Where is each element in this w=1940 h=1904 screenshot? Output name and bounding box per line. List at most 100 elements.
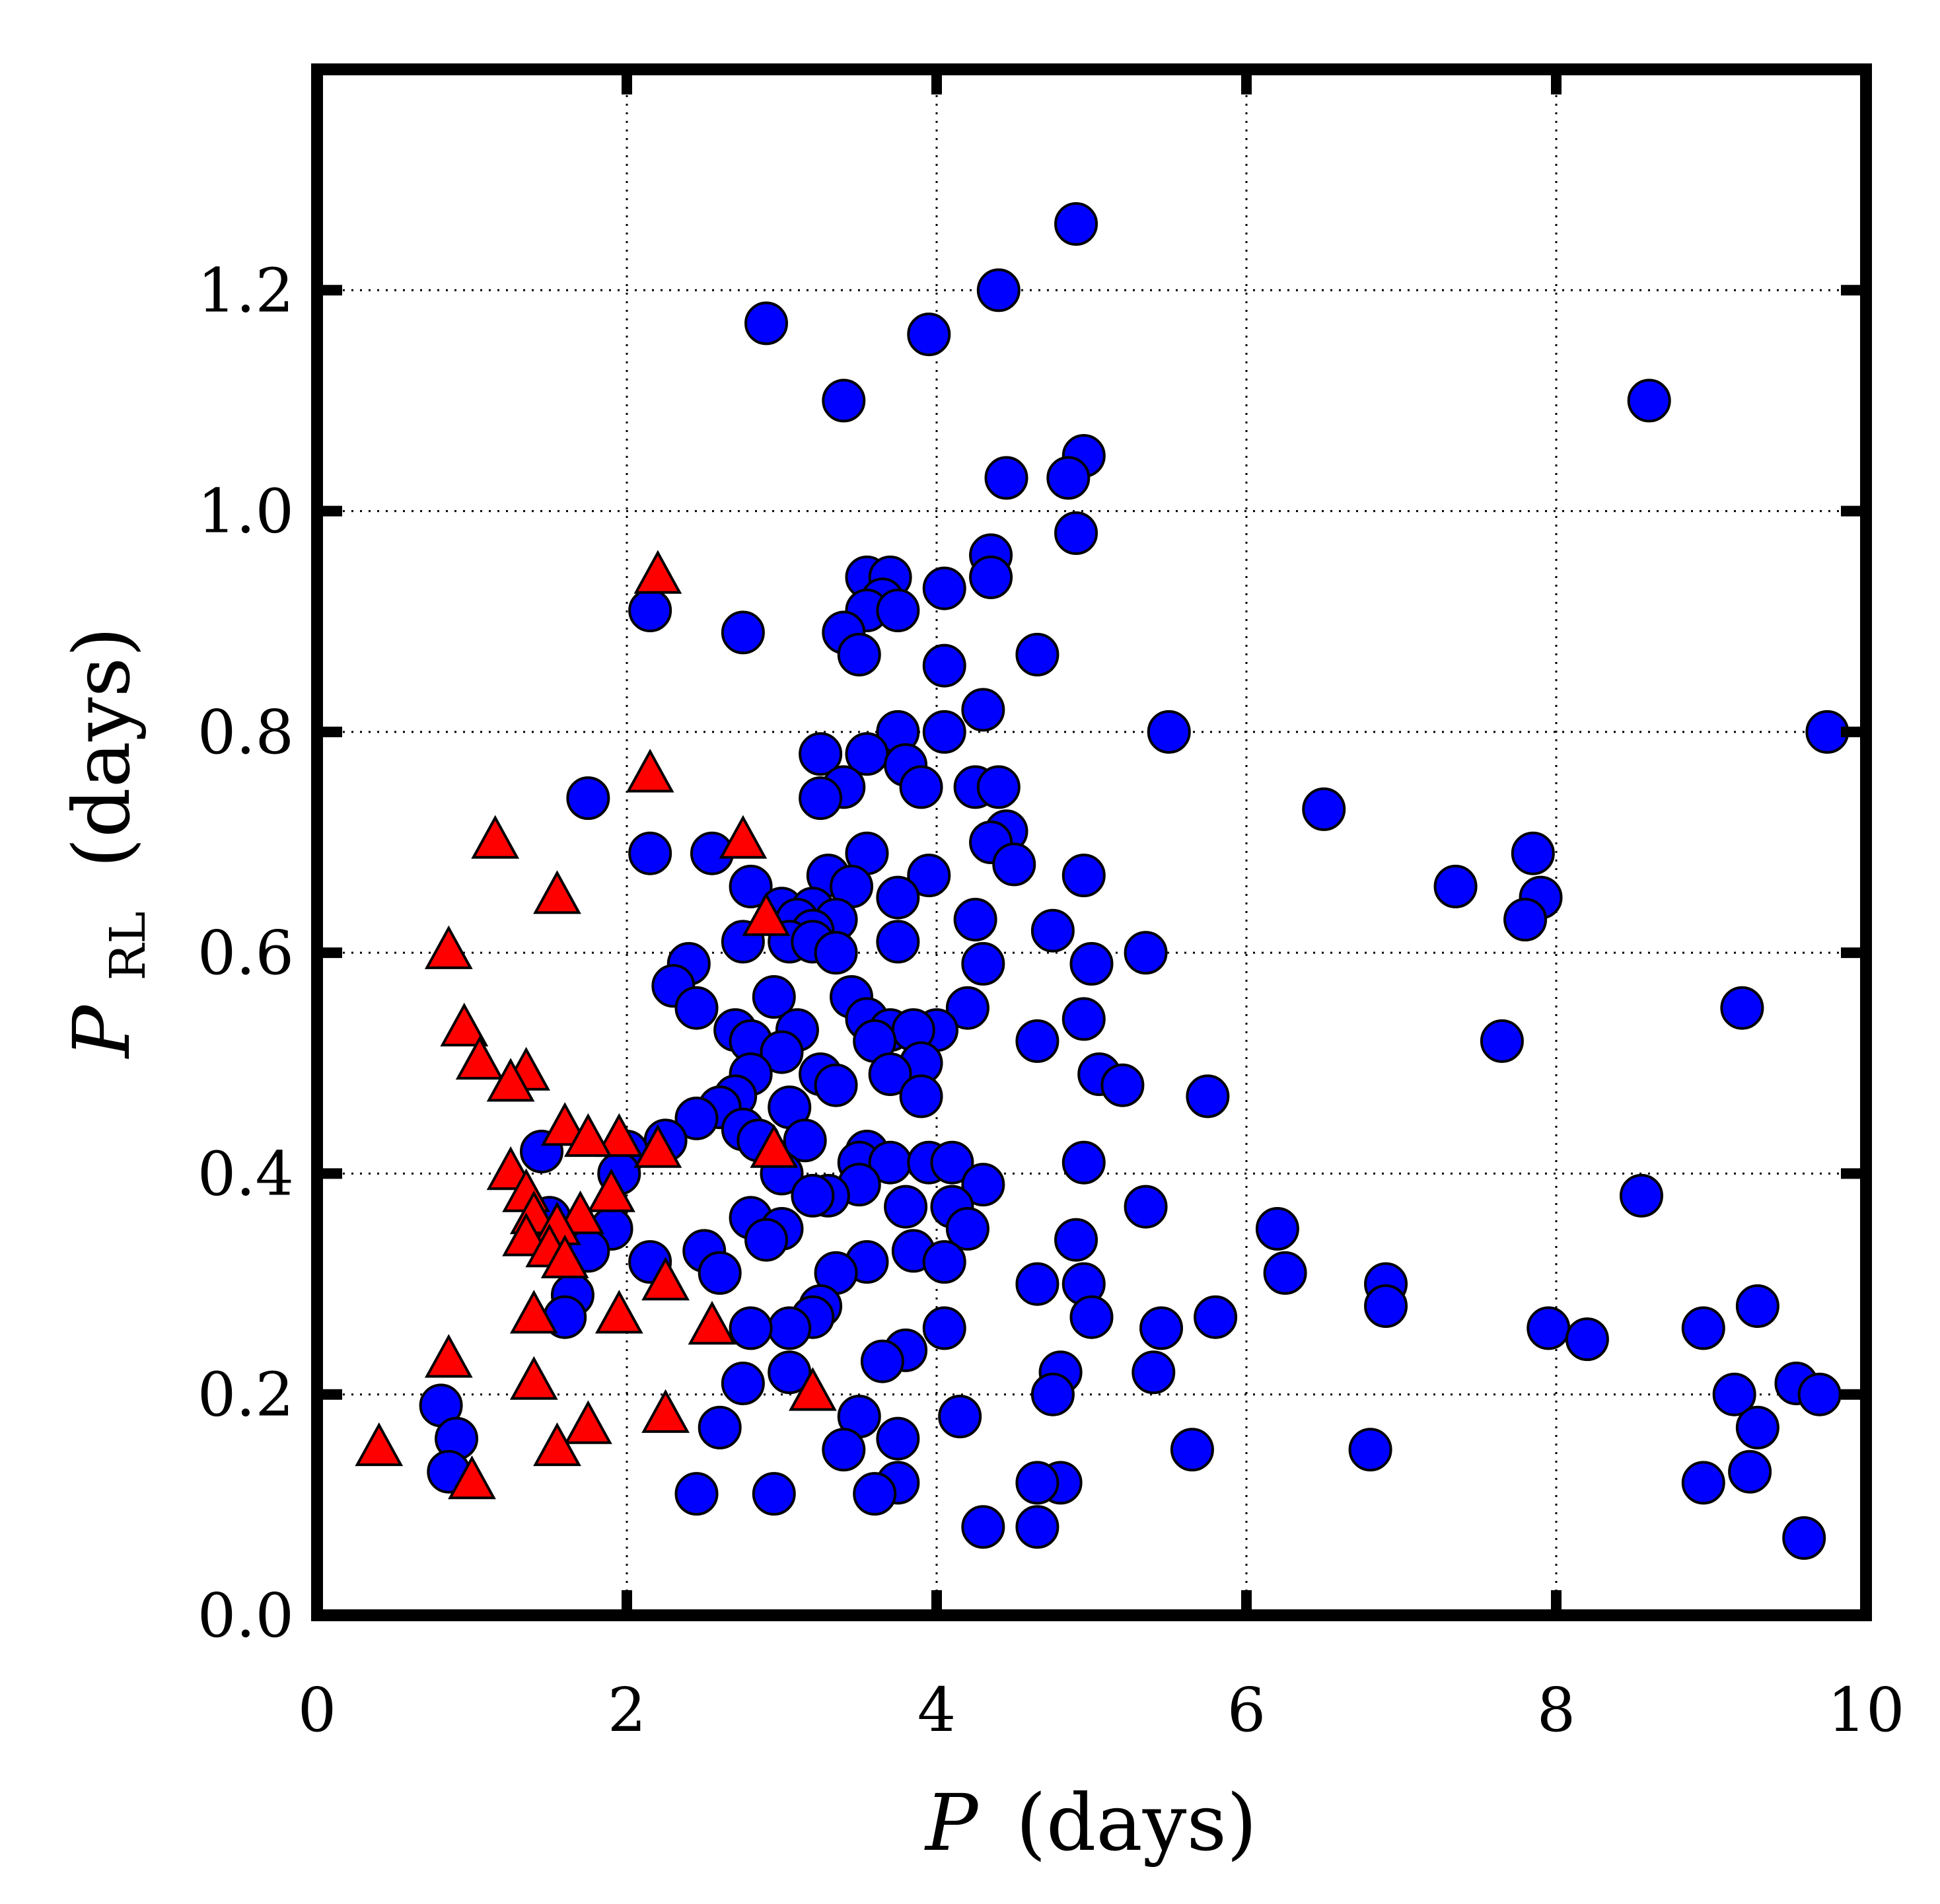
triangle-point xyxy=(424,1334,473,1378)
circle-point xyxy=(1030,908,1075,953)
circle-point xyxy=(729,1306,773,1350)
circles-series xyxy=(419,202,1850,1560)
triangle-point xyxy=(556,1190,604,1235)
circle-point xyxy=(752,975,796,1019)
triangle-point xyxy=(509,1290,558,1334)
circle-point xyxy=(822,1428,866,1472)
circle-point xyxy=(1720,986,1764,1030)
circle-point xyxy=(1030,1372,1075,1416)
circle-point xyxy=(1061,1140,1106,1185)
circle-point xyxy=(566,776,610,821)
triangle-point xyxy=(688,1301,736,1345)
triangle-point xyxy=(633,550,682,594)
circle-point xyxy=(674,1096,719,1140)
circle-point xyxy=(799,776,843,821)
circle-point xyxy=(1170,1428,1214,1472)
circle-point xyxy=(899,1074,943,1118)
circle-point xyxy=(1015,1019,1060,1063)
y-axis-title: P RL (days) xyxy=(56,627,163,1059)
circle-point xyxy=(1364,1284,1408,1328)
circle-point xyxy=(922,1240,966,1284)
circle-point xyxy=(938,1395,982,1439)
triangle-point xyxy=(626,749,674,793)
circle-point xyxy=(1124,931,1168,975)
circle-point xyxy=(1619,1173,1663,1218)
triangle-point xyxy=(448,1455,496,1500)
triangle-point xyxy=(509,1356,558,1400)
triangles-series xyxy=(355,550,837,1500)
circle-point xyxy=(992,842,1036,887)
circle-point xyxy=(1069,1295,1114,1339)
circle-point xyxy=(1263,1251,1307,1295)
circle-point xyxy=(744,1218,789,1262)
circle-point xyxy=(744,301,789,346)
circle-point xyxy=(837,632,881,677)
circle-point xyxy=(1735,1405,1779,1449)
circle-point xyxy=(1054,511,1098,555)
triangle-point xyxy=(486,1058,535,1102)
circle-point xyxy=(1061,997,1106,1041)
circle-point xyxy=(1302,787,1346,831)
circle-point xyxy=(1348,1428,1392,1472)
triangle-point xyxy=(471,815,520,859)
triangle-point xyxy=(641,1257,690,1301)
triangle-point xyxy=(355,1422,404,1467)
circle-point xyxy=(1433,864,1478,908)
triangle-point xyxy=(633,1124,682,1168)
y-axis-subscript: RL xyxy=(100,911,157,980)
x-tick-label: 10 xyxy=(1827,1675,1904,1745)
data-points xyxy=(355,202,1850,1560)
circle-point xyxy=(1015,1262,1060,1306)
circle-point xyxy=(922,566,966,610)
circle-point xyxy=(884,1185,928,1229)
x-tick-label: 8 xyxy=(1537,1675,1576,1745)
circle-point xyxy=(1728,1449,1772,1494)
circle-point xyxy=(969,555,1013,599)
plot-frame xyxy=(311,63,1872,1621)
circle-point xyxy=(1712,1372,1756,1416)
triangle-point xyxy=(789,1367,837,1411)
circle-point xyxy=(907,312,951,357)
circle-point xyxy=(1046,456,1091,500)
triangle-point xyxy=(750,1124,799,1168)
circle-point xyxy=(1782,1516,1826,1560)
circle-point xyxy=(868,1052,912,1096)
circle-point xyxy=(922,643,966,688)
x-axis-units: (days) xyxy=(1016,1777,1257,1868)
circle-point xyxy=(1511,831,1555,875)
circle-point xyxy=(1503,898,1548,941)
circle-point xyxy=(814,1063,858,1107)
triangle-point xyxy=(587,1168,635,1212)
circle-point xyxy=(1061,854,1106,898)
circle-point xyxy=(698,1251,742,1295)
y-tick-label: 0.4 xyxy=(198,1138,294,1209)
circle-point xyxy=(791,1173,835,1218)
circle-point xyxy=(729,864,773,908)
triangle-point xyxy=(594,1290,643,1334)
y-tick-label: 0.8 xyxy=(198,697,294,768)
circle-point xyxy=(1015,1461,1060,1505)
circle-point xyxy=(976,765,1021,809)
circle-point xyxy=(922,710,966,754)
circle-point xyxy=(953,898,997,941)
circle-point xyxy=(721,610,765,655)
circle-point xyxy=(1054,1218,1098,1262)
y-tick-labels: 0.0 0.2 0.4 0.6 0.8 1.0 1.2 xyxy=(198,255,294,1651)
circle-point xyxy=(1132,1350,1176,1395)
circle-point xyxy=(1735,1284,1779,1328)
circle-point xyxy=(1681,1306,1725,1350)
circle-point xyxy=(876,1416,920,1461)
x-tick-label: 4 xyxy=(917,1675,956,1745)
triangle-point xyxy=(533,870,581,914)
x-tick-label: 0 xyxy=(298,1675,337,1745)
x-tick-label: 2 xyxy=(608,1675,647,1745)
x-tick-label: 6 xyxy=(1227,1675,1266,1745)
triangle-point xyxy=(455,1035,504,1080)
circle-point xyxy=(945,986,989,1030)
circle-point xyxy=(907,854,951,898)
circle-point xyxy=(876,920,920,964)
triangle-point xyxy=(564,1400,612,1444)
y-axis-symbol: P xyxy=(56,1004,147,1059)
circle-point xyxy=(1527,1306,1571,1350)
